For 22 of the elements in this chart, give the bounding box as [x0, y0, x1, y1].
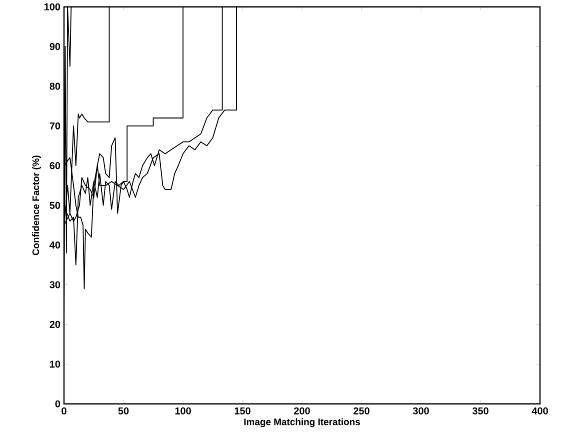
x-tick-label: 50: [118, 407, 129, 414]
x-tick-label: 400: [532, 407, 548, 414]
y-tick-label: 70: [50, 122, 60, 130]
y-tick-label: 100: [44, 3, 60, 10]
y-tick-label: 20: [50, 321, 60, 328]
y-tick-label: 60: [50, 162, 60, 170]
y-tick-label: 30: [50, 281, 60, 288]
x-tick-label: 100: [175, 407, 191, 414]
x-axis-title: Image Matching Iterations: [244, 418, 360, 428]
y-axis-title: Confidence Factor (%): [32, 156, 42, 256]
x-tick-label: 250: [354, 407, 370, 414]
y-tick-label: 40: [50, 242, 60, 249]
y-tick-label: 80: [50, 82, 60, 90]
y-tick-label: 10: [50, 360, 60, 368]
x-tick-label: 300: [412, 407, 429, 415]
y-tick-label: 90: [50, 43, 60, 50]
x-tick-label: 0: [62, 407, 66, 414]
x-tick-label: 150: [234, 407, 250, 414]
x-tick-label: 200: [294, 407, 310, 414]
y-tick-label: 0: [55, 400, 60, 408]
y-tick-label: 50: [50, 202, 60, 209]
x-tick-label: 350: [472, 407, 488, 415]
